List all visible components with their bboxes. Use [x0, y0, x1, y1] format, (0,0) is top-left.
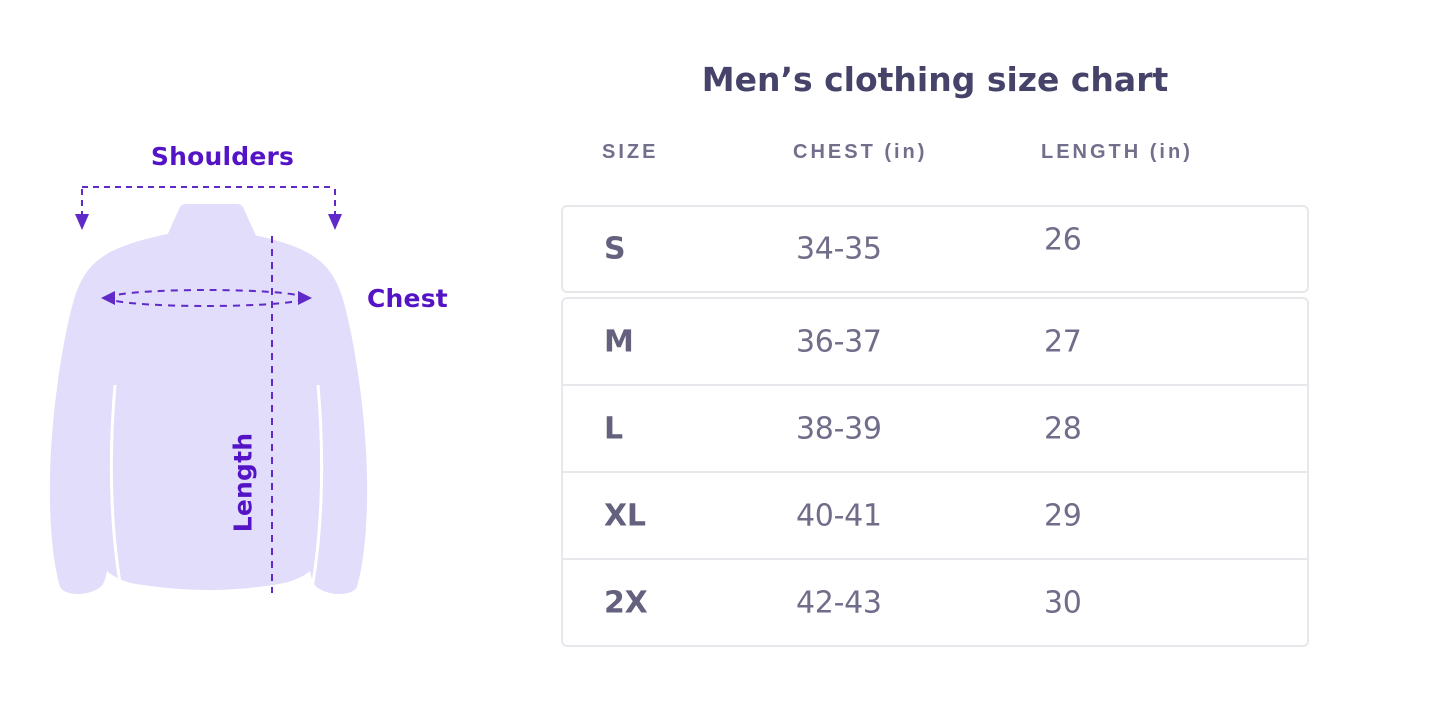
- shoulders-arrow-left: [75, 214, 89, 230]
- size-value: 2X: [604, 585, 648, 620]
- shirt-collar: [166, 204, 257, 238]
- column-header-chest: CHEST (in): [793, 141, 928, 163]
- page-title: Men’s clothing size chart: [701, 60, 1169, 99]
- chest-arrow-right: [298, 291, 312, 305]
- length-value: 26: [1044, 222, 1082, 258]
- table-row: L 38-39 28: [563, 384, 1307, 471]
- length-label: Length: [228, 432, 258, 533]
- sleeve-crease-right: [311, 384, 324, 584]
- chest-value: 36-37: [796, 324, 882, 359]
- sleeve-crease-left: [109, 384, 122, 584]
- chest-value: 40-41: [796, 498, 882, 533]
- table-row: M 36-37 27: [563, 299, 1307, 384]
- shoulders-arrow-right: [328, 214, 342, 230]
- size-value: L: [604, 411, 623, 446]
- shoulders-label: Shoulders: [150, 142, 295, 171]
- chest-value: 34-35: [796, 231, 882, 267]
- size-value: S: [604, 231, 626, 267]
- table-row: S 34-35 26: [563, 207, 1307, 291]
- length-value: 29: [1044, 498, 1082, 533]
- column-header-length: LENGTH (in): [1041, 141, 1193, 163]
- shirt-body: [49, 230, 368, 594]
- length-value: 30: [1044, 585, 1082, 620]
- shirt-back-illustration: [49, 186, 368, 594]
- length-value: 27: [1044, 324, 1082, 359]
- chest-value: 42-43: [796, 585, 882, 620]
- column-header-size: SIZE: [602, 141, 659, 163]
- shoulders-dimension: [81, 186, 336, 214]
- size-table-first-row-box: S 34-35 26: [561, 205, 1309, 293]
- length-value: 28: [1044, 411, 1082, 446]
- chest-arrow-left: [101, 291, 115, 305]
- size-value: M: [604, 324, 634, 359]
- size-table-main-box: M 36-37 27 L 38-39 28 XL 40-41 29 2X 42-…: [561, 297, 1309, 647]
- table-row: 2X 42-43 30: [563, 558, 1307, 645]
- chest-value: 38-39: [796, 411, 882, 446]
- chest-label: Chest: [367, 284, 448, 313]
- size-value: XL: [604, 498, 646, 533]
- table-row: XL 40-41 29: [563, 471, 1307, 558]
